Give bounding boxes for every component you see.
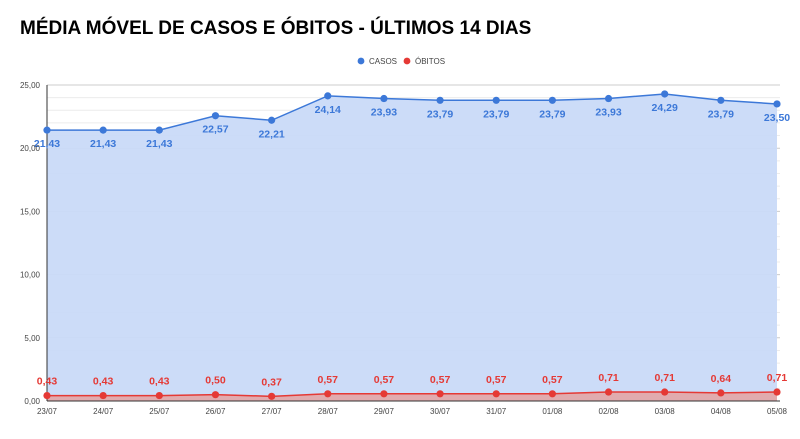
- data-label-obitos: 0,71: [598, 372, 619, 384]
- data-labels: 21,43 21,43 21,43 22,57 22,21 24,14 23,93 23,79…: [34, 102, 790, 388]
- y-tick-label: 0,00: [24, 397, 40, 406]
- x-tick-label: 27/07: [262, 407, 283, 416]
- x-tick-label: 25/07: [149, 407, 170, 416]
- data-label-obitos: 0,50: [205, 375, 226, 387]
- data-label-casos: 23,79: [539, 108, 565, 120]
- y-tick-label: 25,00: [20, 81, 41, 90]
- data-label-obitos: 0,57: [542, 374, 563, 386]
- data-point-obitos[interactable]: [155, 391, 163, 400]
- data-point-casos[interactable]: [717, 96, 725, 104]
- y-tick-label: 10,00: [20, 271, 41, 280]
- x-tick-label: 04/08: [711, 407, 732, 416]
- data-point-obitos[interactable]: [717, 389, 725, 397]
- series-area-obitos: [47, 392, 777, 401]
- data-point-obitos[interactable]: [773, 388, 781, 396]
- data-label-casos: 22,57: [202, 124, 228, 136]
- x-tick-label: 26/07: [205, 407, 226, 416]
- x-tick-label: 02/08: [599, 407, 620, 416]
- data-label-obitos: 0,43: [93, 376, 114, 388]
- data-label-casos: 24,29: [652, 102, 678, 114]
- data-point-casos[interactable]: [661, 90, 669, 98]
- data-label-obitos: 0,57: [318, 374, 339, 386]
- data-point-casos[interactable]: [324, 92, 332, 100]
- legend-swatch-casos[interactable]: [357, 57, 365, 65]
- legend-label-casos[interactable]: CASOS: [369, 57, 397, 66]
- x-tick-label: 28/07: [318, 407, 339, 416]
- data-point-obitos[interactable]: [43, 391, 51, 400]
- series-points: [43, 90, 781, 400]
- x-tick-label: 31/07: [486, 407, 507, 416]
- data-point-casos[interactable]: [773, 100, 781, 108]
- data-point-casos[interactable]: [604, 94, 613, 103]
- x-tick-label: 29/07: [374, 407, 395, 416]
- data-point-casos[interactable]: [211, 112, 220, 120]
- data-point-obitos[interactable]: [492, 390, 500, 398]
- data-label-casos: 23,79: [708, 108, 734, 120]
- data-point-obitos[interactable]: [548, 390, 556, 398]
- axes: [46, 85, 780, 402]
- data-label-obitos: 0,71: [767, 372, 788, 384]
- data-point-obitos[interactable]: [380, 390, 388, 398]
- data-label-casos: 23,93: [371, 107, 397, 119]
- series-lines: [47, 93, 778, 398]
- tick-labels: 0,00 5,00 10,00 15,00 20,00 25,00 23/07 24/07 25…: [20, 81, 788, 416]
- x-tick-label: 23/07: [37, 407, 58, 416]
- data-label-obitos: 0,57: [374, 374, 395, 386]
- x-tick-label: 03/08: [655, 407, 676, 416]
- series-area-casos: [47, 93, 777, 402]
- data-label-obitos: 0,57: [486, 374, 507, 386]
- chart-title: MÉDIA MÓVEL DE CASOS E ÓBITOS - ÚLTIMOS …: [20, 18, 532, 39]
- data-point-obitos[interactable]: [436, 390, 444, 398]
- data-point-obitos[interactable]: [324, 390, 332, 398]
- data-label-casos: 23,79: [483, 108, 509, 120]
- data-point-casos[interactable]: [43, 126, 51, 134]
- data-point-casos[interactable]: [492, 96, 500, 104]
- y-tick-label: 5,00: [24, 334, 40, 343]
- data-label-casos: 22,21: [258, 128, 284, 140]
- data-point-obitos[interactable]: [211, 391, 220, 399]
- legend-label-obitos[interactable]: ÓBITOS: [415, 57, 445, 66]
- data-point-casos[interactable]: [155, 126, 163, 134]
- data-point-casos[interactable]: [380, 94, 388, 103]
- data-point-obitos[interactable]: [268, 392, 276, 400]
- data-label-obitos: 0,71: [654, 372, 675, 384]
- data-point-casos[interactable]: [436, 96, 444, 104]
- x-tick-label: 30/07: [430, 407, 451, 416]
- series-line-casos: [47, 93, 778, 131]
- x-tick-label: 01/08: [542, 407, 563, 416]
- data-label-casos: 23,79: [427, 108, 453, 120]
- legend-swatch-obitos[interactable]: [403, 57, 411, 65]
- series-line-obitos: [47, 391, 778, 398]
- data-point-casos[interactable]: [548, 96, 556, 104]
- data-point-casos[interactable]: [99, 126, 107, 134]
- data-label-obitos: 0,43: [149, 376, 170, 388]
- series-areas: [47, 93, 777, 402]
- data-label-casos: 24,14: [315, 104, 341, 116]
- data-label-obitos: 0,43: [37, 376, 58, 388]
- x-tick-label: 24/07: [93, 407, 114, 416]
- data-label-casos: 21,43: [90, 138, 116, 150]
- data-label-obitos: 0,37: [261, 376, 282, 388]
- data-point-casos[interactable]: [268, 116, 276, 124]
- data-point-obitos[interactable]: [661, 388, 669, 396]
- y-tick-label: 15,00: [20, 207, 41, 216]
- y-tick-label: 20,00: [20, 144, 41, 153]
- legend[interactable]: CASOS ÓBITOS: [357, 57, 445, 66]
- data-label-casos: 23,50: [764, 112, 790, 124]
- data-label-obitos: 0,64: [711, 373, 732, 385]
- data-label-obitos: 0,57: [430, 374, 451, 386]
- data-label-casos: 23,93: [595, 107, 621, 119]
- data-label-casos: 21,43: [34, 138, 60, 150]
- x-tick-label: 05/08: [767, 407, 788, 416]
- data-point-obitos[interactable]: [99, 391, 107, 400]
- data-point-obitos[interactable]: [604, 388, 613, 396]
- data-label-casos: 21,43: [146, 138, 172, 150]
